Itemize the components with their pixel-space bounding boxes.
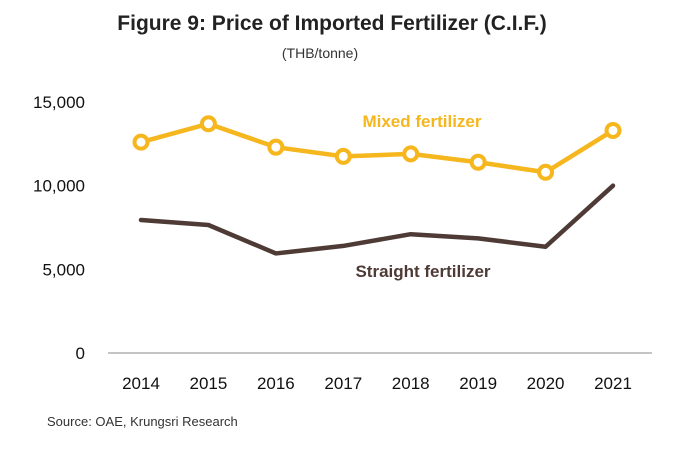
x-tick-label: 2016 bbox=[257, 374, 295, 393]
x-tick-label: 2021 bbox=[594, 374, 632, 393]
chart-title: Figure 9: Price of Imported Fertilizer (… bbox=[117, 12, 546, 35]
series-label-straight-fertilizer: Straight fertilizer bbox=[355, 262, 490, 281]
chart-source: Source: OAE, Krungsri Research bbox=[47, 414, 238, 429]
y-tick-labels: 0 5,000 10,000 15,000 bbox=[33, 93, 85, 363]
x-tick-label: 2020 bbox=[527, 374, 565, 393]
data-point-mixed-fertilizer bbox=[402, 145, 420, 163]
y-tick-label: 10,000 bbox=[33, 177, 85, 196]
x-tick-label: 2017 bbox=[324, 374, 362, 393]
y-tick-label: 5,000 bbox=[42, 260, 85, 279]
series-line-mixed-fertilizer bbox=[138, 121, 616, 175]
data-point-mixed-fertilizer bbox=[604, 121, 622, 139]
x-tick-label: 2019 bbox=[459, 374, 497, 393]
series-group bbox=[132, 115, 622, 256]
y-tick-label: 15,000 bbox=[33, 93, 85, 112]
x-tick-label: 2018 bbox=[392, 374, 430, 393]
x-tick-labels: 2014 2015 2016 2017 2018 2019 2020 2021 bbox=[122, 374, 632, 393]
data-point-mixed-fertilizer bbox=[132, 133, 150, 151]
data-point-mixed-fertilizer bbox=[199, 115, 217, 133]
chart-unit: (THB/tonne) bbox=[282, 45, 358, 61]
y-tick-label: 0 bbox=[76, 344, 85, 363]
data-point-mixed-fertilizer bbox=[267, 138, 285, 156]
series-label-mixed-fertilizer: Mixed fertilizer bbox=[362, 112, 481, 131]
x-tick-label: 2014 bbox=[122, 374, 160, 393]
data-point-mixed-fertilizer bbox=[537, 163, 555, 181]
data-point-mixed-fertilizer bbox=[334, 147, 352, 165]
data-point-mixed-fertilizer bbox=[469, 153, 487, 171]
x-tick-label: 2015 bbox=[190, 374, 228, 393]
series-line-straight-fertilizer bbox=[138, 183, 616, 256]
